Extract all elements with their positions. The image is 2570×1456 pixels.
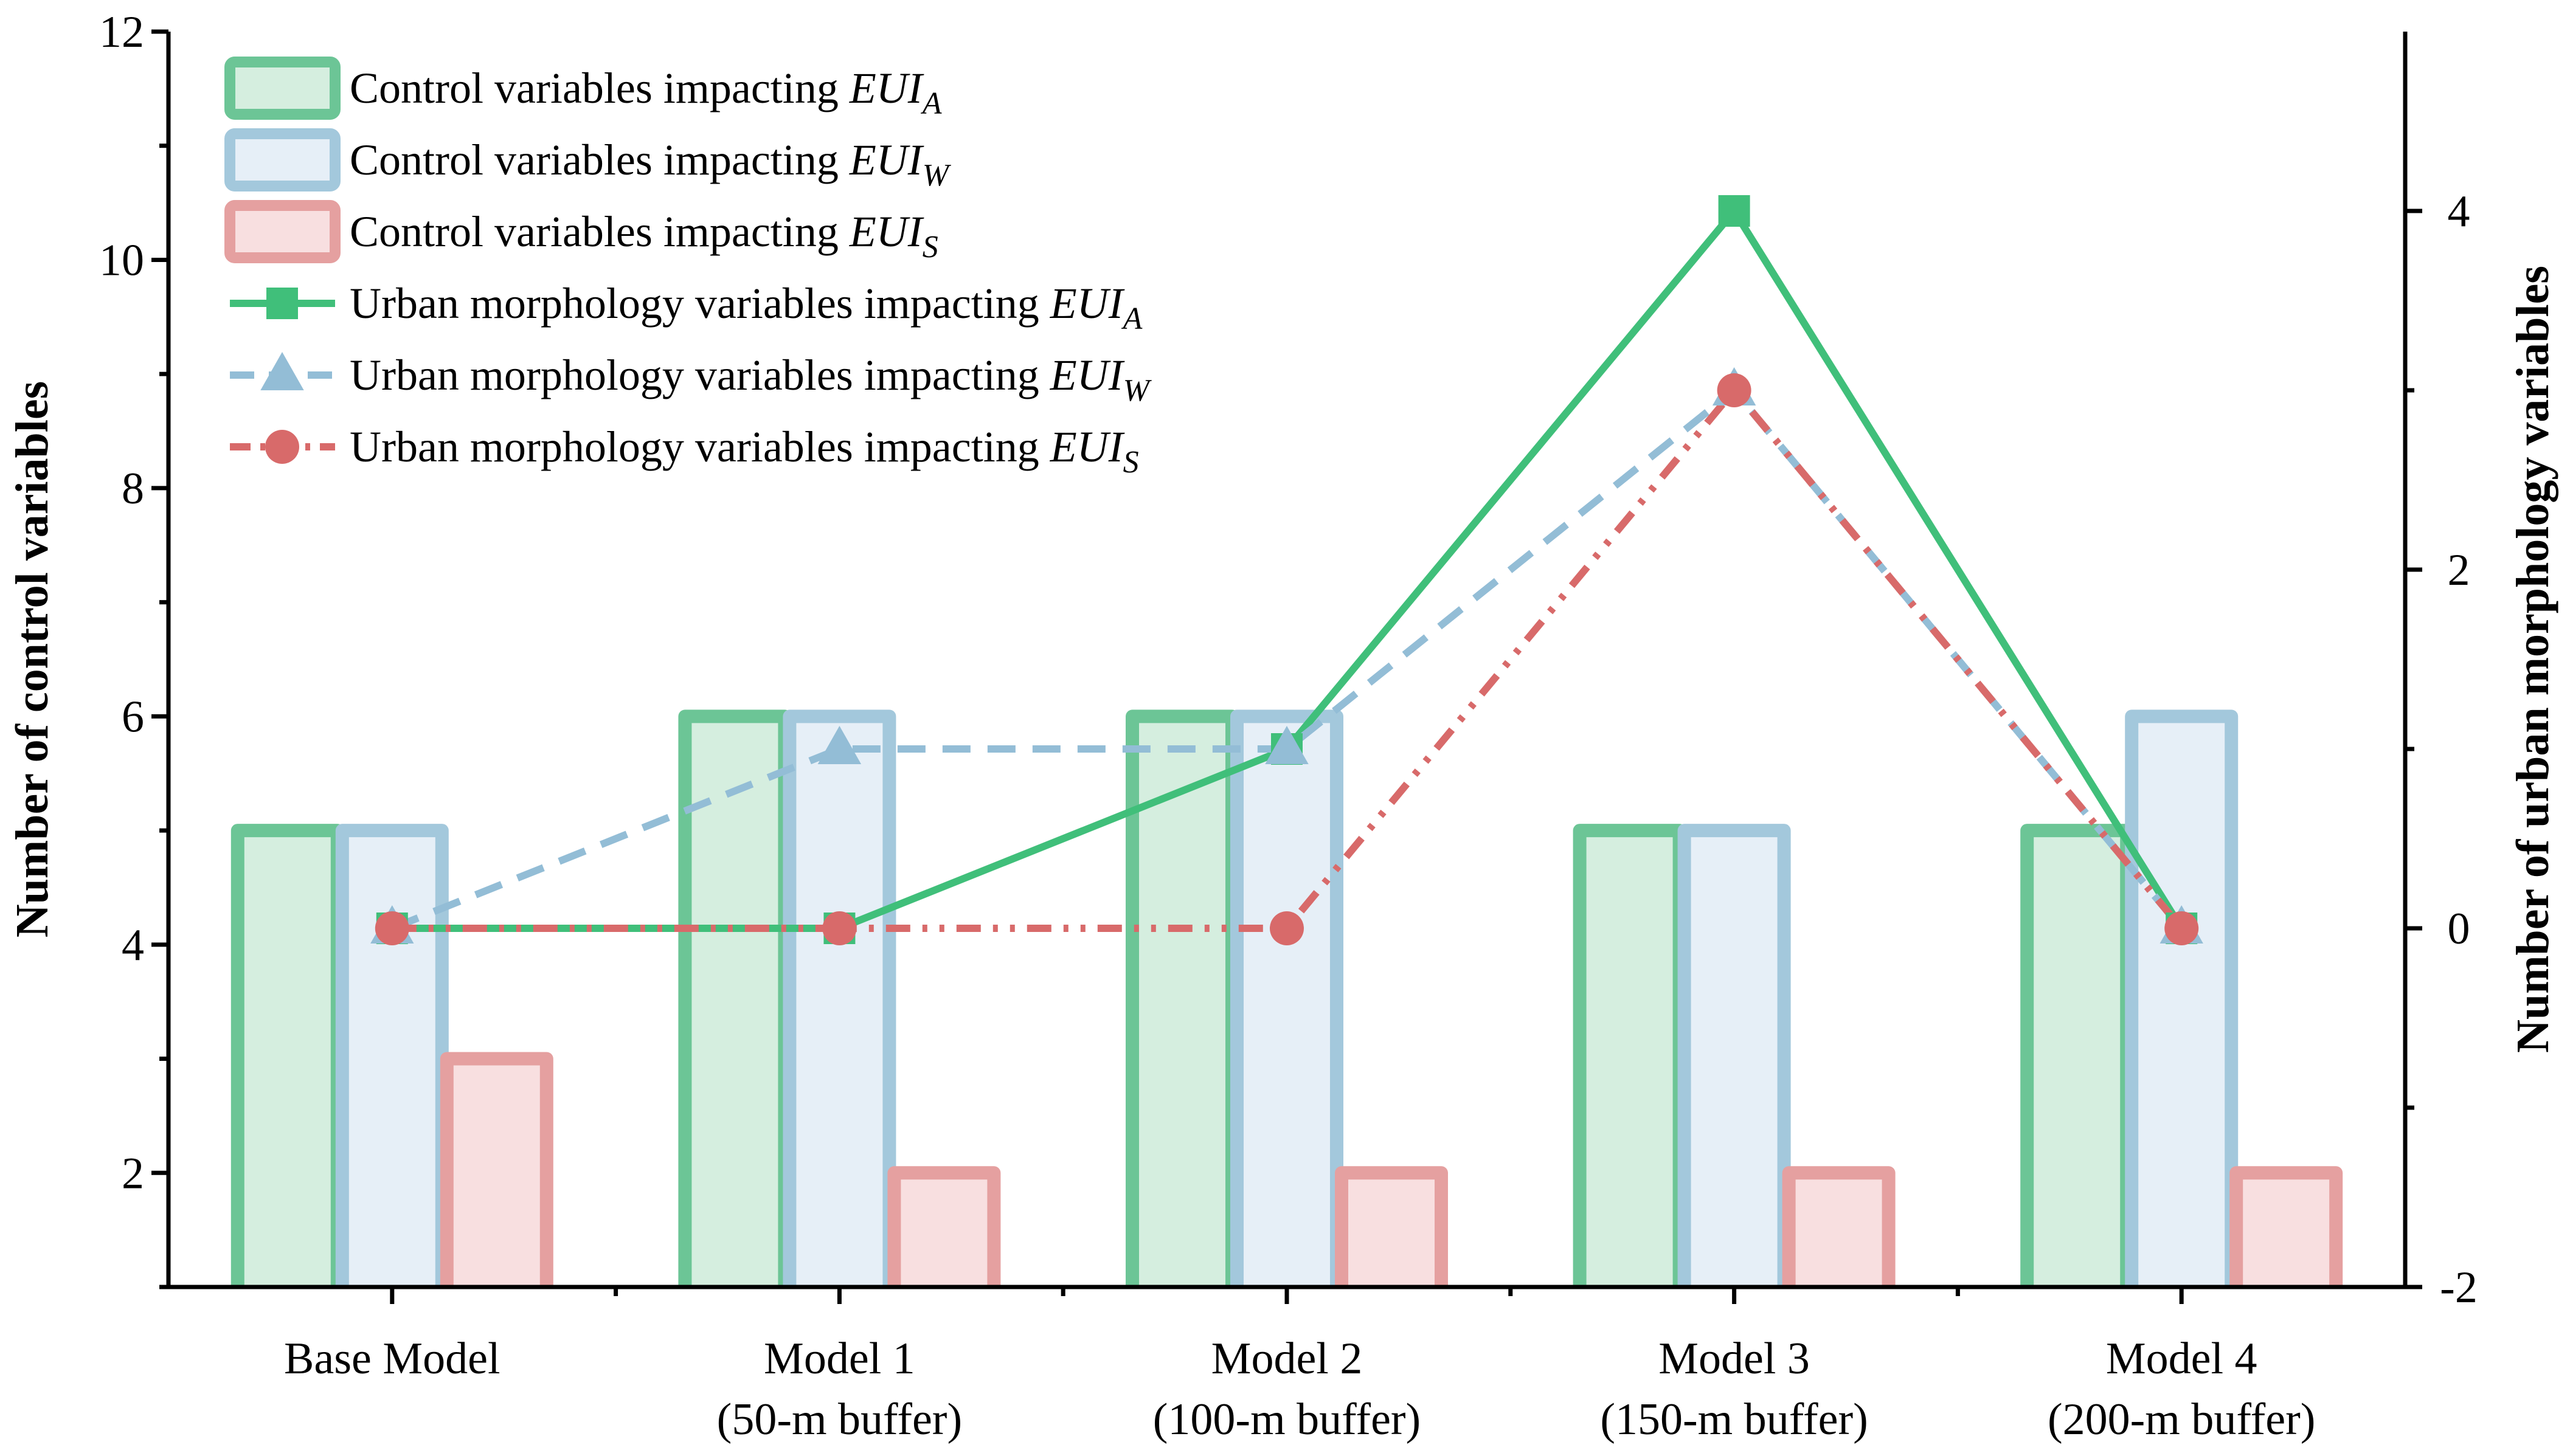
bar-s-4-fill xyxy=(2236,1173,2336,1287)
legend: Control variables impacting EUIA Control … xyxy=(224,57,1152,480)
right-tick-label: 4 xyxy=(2448,187,2470,236)
marker-s-4 xyxy=(2164,911,2199,945)
legend-label-bar-s: Control variables impacting EUIS xyxy=(350,207,938,264)
x-category-label: (150-m buffer) xyxy=(1600,1395,1868,1444)
left-tick-label: 8 xyxy=(122,464,144,514)
left-tick-label: 6 xyxy=(122,692,144,742)
bar-w-1 xyxy=(783,709,896,1287)
right-tick-label: -2 xyxy=(2440,1263,2478,1313)
x-category-label: Model 2 xyxy=(1211,1334,1363,1384)
left-axis-title: Number of control variables xyxy=(7,381,58,937)
right-axis-title: Number of urban morphology variables xyxy=(2507,266,2558,1053)
bar-a-4-fill xyxy=(2027,830,2127,1287)
bar-s-1 xyxy=(887,1166,1001,1287)
bar-s-0 xyxy=(440,1052,553,1287)
bar-s-2 xyxy=(1335,1166,1448,1287)
bar-a-0-fill xyxy=(237,830,338,1287)
bar-w-4 xyxy=(2125,709,2239,1287)
bar-w-4-fill xyxy=(2132,716,2232,1287)
legend-label-bar-w: Control variables impacting EUIW xyxy=(350,136,952,193)
left-tick-label: 4 xyxy=(122,920,144,970)
bars-layer xyxy=(230,709,2343,1287)
bar-s-4 xyxy=(2229,1166,2343,1287)
x-category-label: Model 3 xyxy=(1658,1334,1810,1384)
x-category-label: (200-m buffer) xyxy=(2048,1395,2315,1444)
left-tick-label: 2 xyxy=(122,1148,144,1198)
bar-s-0-fill xyxy=(446,1058,547,1287)
line-series-s xyxy=(392,387,2184,932)
marker-s-2 xyxy=(1270,911,1304,945)
x-category-label: Base Model xyxy=(284,1334,500,1384)
bar-s-3 xyxy=(1782,1166,1896,1287)
bar-s-2-fill xyxy=(1342,1173,1441,1287)
legend-label-line-w: Urban morphology variables impacting EUI… xyxy=(350,351,1152,408)
bar-w-2 xyxy=(1230,709,1343,1287)
legend-label-bar-a: Control variables impacting EUIA xyxy=(350,64,942,121)
x-category-label: (50-m buffer) xyxy=(717,1395,962,1444)
marker-w-1 xyxy=(817,725,862,764)
bar-w-1-fill xyxy=(789,716,890,1287)
x-category-label: Model 1 xyxy=(764,1334,915,1384)
axes-layer: 2 4 6 8 10 12 -2 0 2 4 Base Model Model 1 (50-m buff… xyxy=(7,7,2558,1444)
right-tick-label: 0 xyxy=(2448,904,2470,954)
bar-s-1-fill xyxy=(894,1173,994,1287)
bar-w-3 xyxy=(1677,824,1791,1287)
right-tick-label: 2 xyxy=(2448,545,2470,595)
x-category-label: Model 4 xyxy=(2106,1334,2257,1384)
marker-s-3 xyxy=(1717,373,1751,407)
line-series-w xyxy=(390,387,2184,932)
marker-s-1 xyxy=(822,911,857,945)
legend-label-line-a: Urban morphology variables impacting EUI… xyxy=(350,279,1143,336)
left-tick-label: 12 xyxy=(99,7,144,57)
legend-swatch-bar-w xyxy=(224,128,341,191)
legend-label-line-s: Urban morphology variables impacting EUI… xyxy=(350,423,1139,480)
bar-s-3-fill xyxy=(1789,1173,1889,1287)
x-category-label: (100-m buffer) xyxy=(1153,1395,1421,1444)
bar-w-0-fill xyxy=(342,830,442,1287)
bar-a-2-fill xyxy=(1132,716,1232,1287)
bar-w-3-fill xyxy=(1684,830,1784,1287)
bar-a-1-fill xyxy=(685,716,785,1287)
bar-a-3-fill xyxy=(1579,830,1680,1287)
left-tick-label: 10 xyxy=(99,235,144,285)
marker-w-2 xyxy=(1265,725,1309,764)
bar-w-2-fill xyxy=(1237,716,1337,1287)
legend-swatch-bar-a xyxy=(224,57,341,120)
legend-marker-a xyxy=(266,288,298,319)
legend-swatch-bar-s xyxy=(224,200,341,263)
marker-a-3 xyxy=(1718,195,1750,227)
legend-marker-s xyxy=(265,430,299,464)
markers-layer xyxy=(370,195,2203,945)
legend-marker-w xyxy=(260,351,304,390)
marker-s-0 xyxy=(375,911,409,945)
